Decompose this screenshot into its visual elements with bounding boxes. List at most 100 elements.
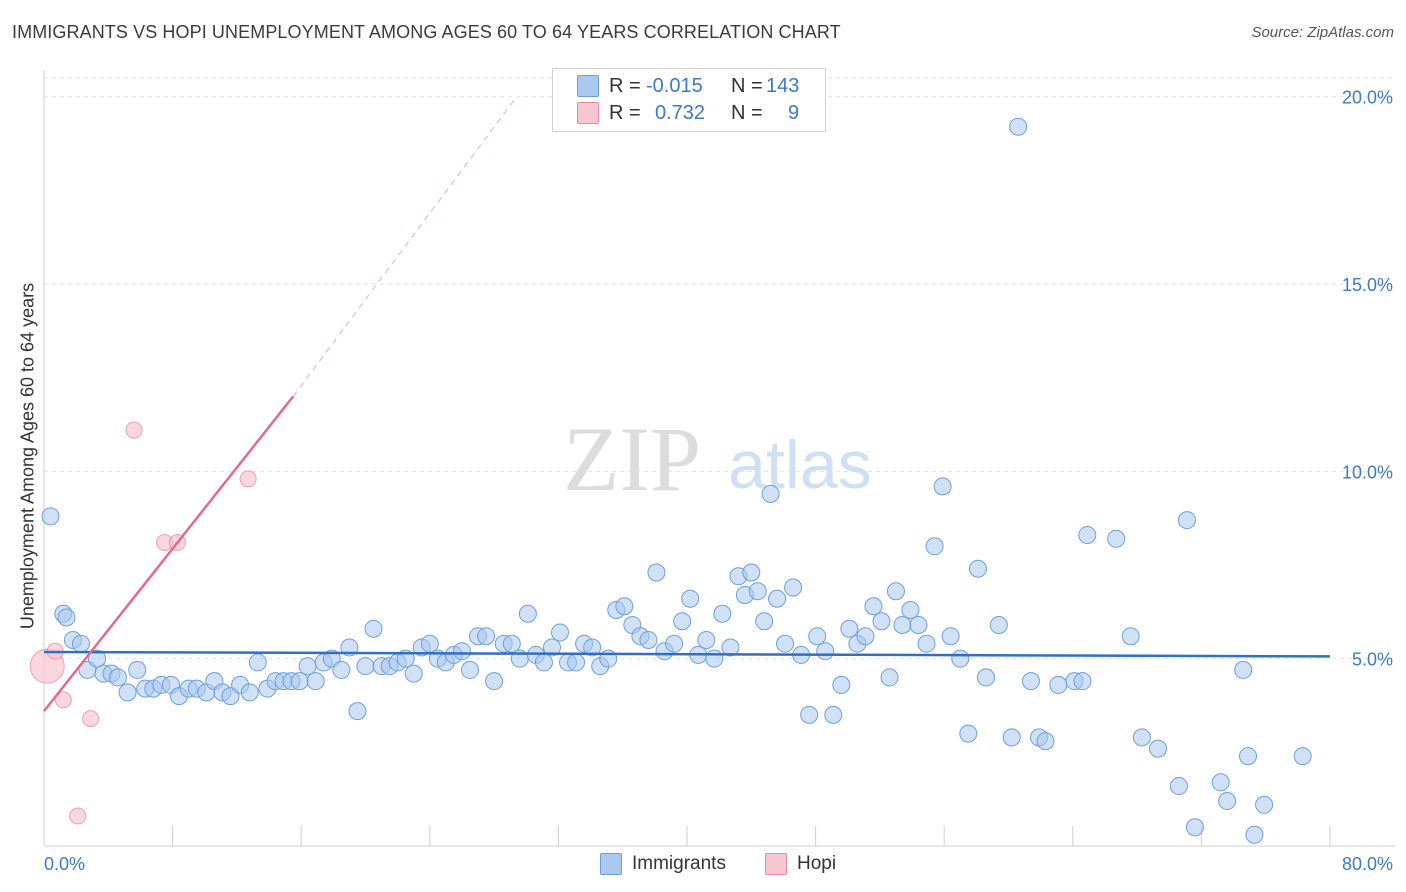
immigrants-point	[951, 649, 970, 668]
immigrants-point	[477, 627, 496, 646]
immigrants-n-value: 143	[766, 74, 800, 97]
immigrants-point	[665, 634, 684, 653]
legend-item-immigrants[interactable]: Immigrants	[600, 852, 726, 876]
correlation-legend: R = -0.015 N = 143 R = 0.732 N = 9	[552, 68, 826, 132]
immigrants-point	[340, 638, 359, 657]
immigrants-point	[1185, 818, 1204, 837]
immigrants-point	[784, 578, 803, 597]
immigrants-point	[1009, 117, 1028, 136]
immigrants-point	[816, 642, 835, 661]
tick-labels: 5.0% 10.0% 15.0% 20.0% 0.0% 80.0%	[44, 88, 1393, 874]
immigrants-point	[1169, 777, 1188, 796]
immigrants-point	[705, 649, 724, 668]
immigrants-point	[832, 675, 851, 694]
immigrants-point	[933, 477, 952, 496]
immigrants-point	[880, 668, 899, 687]
immigrants-point	[298, 657, 317, 676]
watermark: ZIP atlas	[563, 408, 872, 510]
immigrants-point	[856, 627, 875, 646]
immigrants-point	[1107, 529, 1126, 548]
immigrants-point	[420, 634, 439, 653]
axes	[43, 70, 1395, 847]
legend-item-hopi[interactable]: Hopi	[765, 852, 836, 876]
immigrants-point	[901, 600, 920, 619]
y-tick-label: 15.0%	[1342, 275, 1393, 295]
immigrants-point	[647, 563, 666, 582]
immigrants-point	[761, 484, 780, 503]
x-tick-label: 0.0%	[44, 854, 85, 874]
immigrants-point	[542, 638, 561, 657]
immigrants-point	[356, 657, 375, 676]
hopi-n-value: 9	[788, 101, 800, 124]
immigrants-point	[1218, 792, 1237, 811]
grid-lines	[44, 77, 1395, 660]
immigrants-point	[1078, 526, 1097, 545]
immigrants-point	[1177, 511, 1196, 530]
immigrants-point	[41, 507, 60, 526]
immigrants-point	[742, 563, 761, 582]
immigrants-point	[248, 653, 267, 672]
trend-lines	[43, 96, 1331, 712]
immigrants-swatch	[600, 853, 622, 875]
immigrants-point	[776, 634, 795, 653]
hopi-trend-line	[43, 395, 295, 712]
legend-label-immigrants: Immigrants	[632, 853, 726, 874]
immigrants-point	[460, 660, 479, 679]
immigrants-point	[485, 672, 504, 691]
immigrants-point	[1234, 660, 1253, 679]
immigrants-point	[57, 608, 76, 627]
immigrants-point	[290, 672, 309, 691]
hopi-point	[54, 691, 72, 709]
y-tick-label: 20.0%	[1342, 88, 1393, 108]
immigrants-point	[551, 623, 570, 642]
immigrants-point	[808, 627, 827, 646]
immigrants-point	[1211, 773, 1230, 792]
r-label: R =	[609, 74, 641, 97]
immigrants-point	[893, 615, 912, 634]
immigrants-point	[639, 630, 658, 649]
immigrants-point	[108, 668, 127, 687]
immigrants-point	[840, 619, 859, 638]
chart-title: IMMIGRANTS VS HOPI UNEMPLOYMENT AMONG AG…	[12, 22, 841, 42]
immigrants-point	[941, 627, 960, 646]
immigrants-point	[748, 582, 767, 601]
immigrants-point	[713, 604, 732, 623]
immigrants-point	[583, 638, 602, 657]
watermark-atlas: atlas	[728, 427, 872, 503]
immigrants-point	[404, 664, 423, 683]
immigrants-point	[1132, 728, 1151, 747]
hopi-point	[125, 421, 143, 439]
immigrants-point	[306, 672, 325, 691]
immigrants-point	[909, 615, 928, 634]
immigrants-point	[332, 660, 351, 679]
y-tick-label: 5.0%	[1352, 650, 1393, 670]
n-label: N =	[731, 74, 763, 97]
immigrants-point	[925, 537, 944, 556]
immigrants-point	[1073, 672, 1092, 691]
immigrants-point	[968, 559, 987, 578]
hopi-r-value: 0.732	[655, 101, 706, 124]
n-label: N =	[731, 101, 763, 124]
immigrants-point	[128, 660, 147, 679]
immigrants-point	[1245, 825, 1264, 844]
immigrants-point	[88, 649, 107, 668]
immigrants-point	[721, 638, 740, 657]
immigrants-point	[1022, 672, 1041, 691]
immigrants-point	[1239, 747, 1258, 766]
hopi-swatch	[577, 102, 599, 124]
immigrants-point	[886, 582, 905, 601]
immigrants-point	[673, 612, 692, 631]
watermark-zip: ZIP	[563, 408, 701, 510]
x-tick-label: 80.0%	[1342, 854, 1393, 874]
hopi-trend-extension	[292, 96, 518, 397]
immigrants-point	[697, 630, 716, 649]
immigrants-point	[1049, 675, 1068, 694]
legend-label-hopi: Hopi	[797, 853, 837, 874]
immigrants-point	[534, 653, 553, 672]
immigrants-point	[1293, 747, 1312, 766]
immigrants-point	[615, 597, 634, 616]
immigrants-point	[864, 597, 883, 616]
immigrants-point	[118, 683, 137, 702]
immigrants-point	[1121, 627, 1140, 646]
